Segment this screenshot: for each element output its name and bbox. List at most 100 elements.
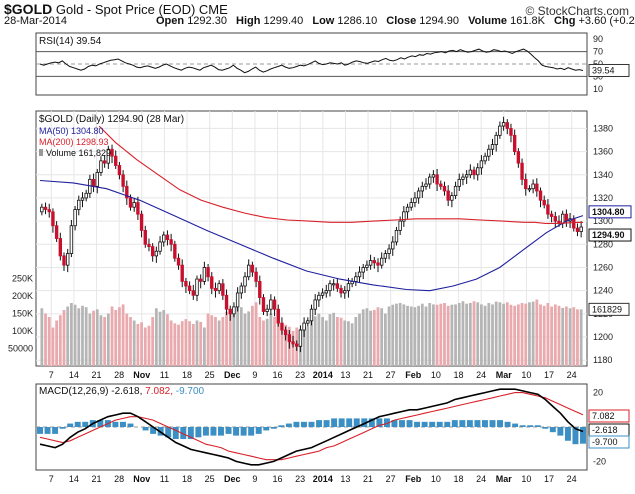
price-x-label: 17 [544, 370, 554, 380]
rsi-tick-label: 90 [593, 34, 603, 44]
candle-body [331, 283, 336, 286]
candle-body [54, 225, 59, 239]
candle-body [125, 185, 129, 199]
volume-bar [347, 321, 350, 366]
volume-bar [450, 304, 454, 366]
volume-bar [579, 309, 583, 366]
candle-body [139, 213, 144, 231]
volume-bar [361, 309, 365, 366]
macd-histogram-bar [451, 420, 458, 427]
low-label: Low [312, 15, 335, 27]
candle-body [524, 178, 528, 190]
candle-body [372, 260, 376, 264]
macd-histogram-bar [436, 421, 443, 427]
volume-bar [358, 313, 361, 366]
volume-bar [92, 310, 95, 366]
volume-bar [114, 310, 118, 366]
volume-legend-swatch [39, 149, 43, 156]
macd-histogram-bar [338, 418, 345, 427]
candle-body [180, 264, 184, 282]
volume-bar [188, 321, 191, 366]
macd-x-label: 18 [454, 474, 464, 484]
volume-bar [70, 303, 73, 366]
candle-body [487, 148, 491, 157]
candle-body [191, 290, 195, 296]
candle-body [416, 190, 421, 199]
macd-histogram-bar [527, 425, 534, 427]
candle-body [280, 322, 284, 331]
macd-x-label: 13 [340, 474, 350, 484]
volume-bar [225, 311, 228, 366]
candle-body [468, 169, 473, 176]
volume-bar [284, 324, 288, 366]
volume-tick-label: 150K [12, 309, 33, 319]
candle-body [224, 294, 229, 310]
macd-histogram-bar [564, 427, 571, 441]
macd-last-box [588, 409, 630, 423]
macd-histogram-bar [399, 420, 405, 427]
volume-bar [321, 317, 324, 366]
price-x-label: Dec [224, 370, 241, 380]
candle-body [343, 290, 347, 294]
macd-histogram-bar [142, 427, 149, 431]
macd-histogram-bar [150, 427, 157, 434]
candle-body [287, 334, 292, 343]
volume-bar [398, 303, 402, 366]
volume-bar [339, 317, 343, 366]
volume-bar [158, 311, 162, 366]
price-x-label: 16 [273, 370, 283, 380]
low-value: 1286.10 [337, 15, 378, 27]
chg-value: +3.60 (+0.28%) [578, 15, 635, 27]
macd-histogram-bar [210, 427, 217, 436]
candle-body [228, 308, 232, 315]
volume-bar [564, 306, 568, 366]
price-x-label: 21 [363, 370, 373, 380]
candle-body [572, 218, 576, 229]
candle-body [354, 276, 358, 282]
macd-last-value: 7.082 [592, 411, 615, 421]
volume-bar [236, 305, 240, 366]
volume-bar [132, 320, 136, 366]
volume-bar [276, 320, 280, 366]
volume-bar [195, 320, 199, 366]
candle-body [258, 280, 262, 299]
candle-body [66, 253, 70, 266]
candle-body [272, 299, 277, 310]
volume-bar [151, 317, 155, 366]
volume-bar [62, 310, 66, 366]
volume-bar [306, 326, 310, 366]
macd-histogram-bar [474, 420, 481, 427]
price-x-label: 25 [205, 370, 215, 380]
macd-x-label: 25 [205, 474, 215, 484]
volume-bar [84, 307, 88, 366]
candle-body [446, 190, 450, 201]
macd-tick-label: -20 [593, 456, 606, 466]
volume-bar [173, 323, 177, 366]
candle-body [80, 197, 85, 201]
quote-date: 28-Mar-2014 [4, 15, 67, 27]
macd-histogram-bar [429, 421, 436, 427]
macd-x-label: Dec [224, 474, 241, 484]
candle-body [195, 278, 199, 296]
price-last-value: 1294.90 [592, 230, 625, 240]
open-label: Open [156, 15, 185, 27]
volume-bar [553, 304, 557, 366]
ma200-line [98, 125, 584, 224]
macd-x-label: 16 [273, 474, 283, 484]
macd-x-label: 23 [295, 474, 305, 484]
volume-bar [439, 303, 443, 366]
candle-body [346, 283, 351, 292]
price-tick-label: 1320 [593, 193, 613, 203]
ma50-legend: MA(50) 1304.80 [39, 126, 104, 136]
candle-body [298, 329, 303, 347]
macd-x-label: 9 [252, 474, 257, 484]
macd-histogram-bar [127, 423, 134, 427]
candle-body [261, 297, 266, 312]
volume-bar [40, 308, 44, 366]
volume-bar [572, 307, 576, 366]
macd-histogram-bar [346, 418, 353, 427]
price-tick-label: 1240 [593, 286, 613, 296]
candle-body [132, 202, 136, 208]
volume-bar [428, 303, 432, 366]
macd-x-label: 10 [431, 474, 441, 484]
